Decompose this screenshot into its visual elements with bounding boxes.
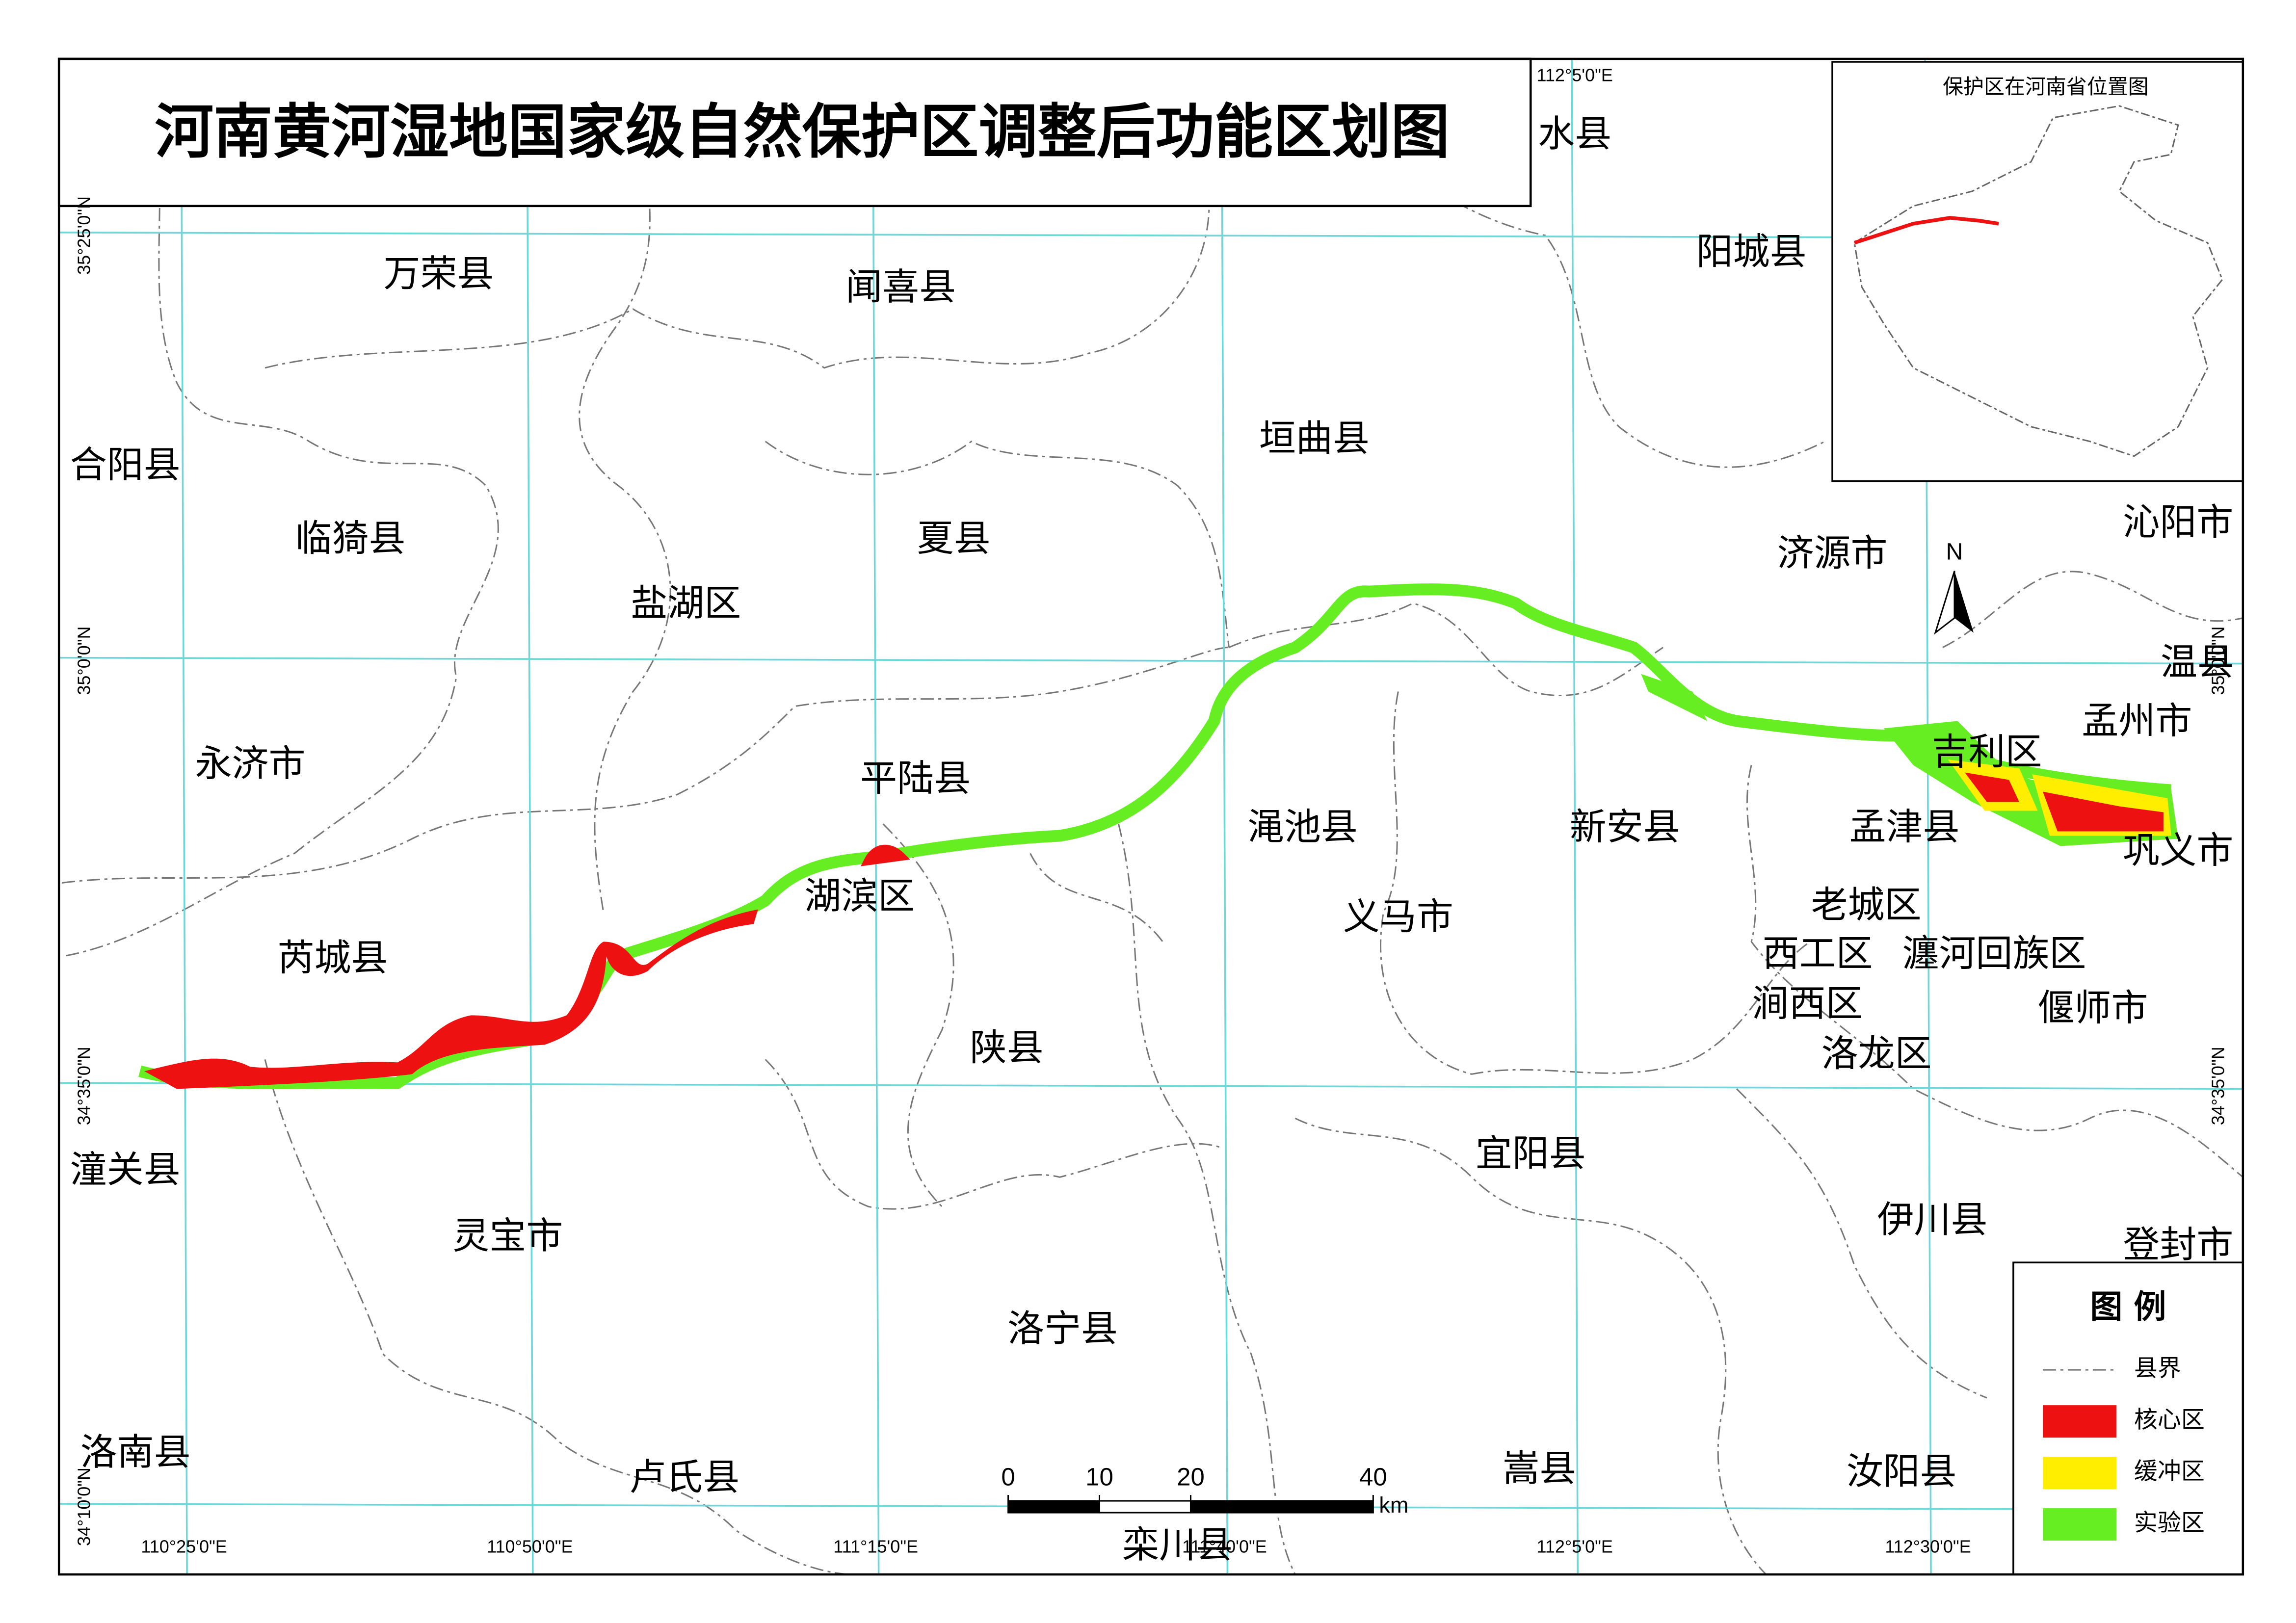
county-label: 宜阳县 [1476,1132,1586,1175]
inset-reserve [1853,216,1999,245]
grid-line [59,1082,2243,1090]
latitude-label: 35°0'0"N [2208,627,2228,695]
county-label: 伊川县 [1877,1198,1988,1241]
county-label: 温县 [2161,640,2234,683]
latitude-label: 34°35'0"N [2208,1047,2228,1125]
county-label: 万荣县 [383,252,494,295]
county-label: 老城区 [1811,883,1922,926]
longitude-label: 112°5'0"E [1537,1537,1613,1557]
longitude-label: 110°25'0"E [141,1537,227,1557]
county-label: 夏县 [917,517,991,560]
latitude-label: 35°0'0"N [74,627,94,695]
scale-label: 40 [1359,1463,1387,1491]
county-label: 义马市 [1343,895,1453,938]
experimental-zone [1641,674,1708,721]
county-label: 嵩县 [1503,1447,1576,1490]
county-label: 瀍河回族区 [1902,932,2086,975]
legend-symbol [2042,1457,2116,1490]
county-label: 巩义市 [2123,829,2233,872]
scale-segment [1189,1500,1374,1514]
county-label: 水县 [1538,112,1611,155]
reserve [138,583,2178,1089]
county-label: 济源市 [1777,531,1888,575]
county-label: 孟州市 [2082,699,2192,742]
scale-segment [1099,1500,1191,1514]
county-label: 阳城县 [1696,230,1807,273]
core-zone [144,909,758,1089]
county-label: 渑池县 [1247,805,1358,848]
county-label: 永济市 [195,742,306,785]
legend-title: 图 例 [2090,1287,2166,1326]
county-label: 孟津县 [1849,805,1960,848]
legend-label: 核心区 [2134,1406,2205,1434]
county-label: 栾川县 [1122,1523,1233,1566]
core-zone [860,844,910,866]
longitude-label: 112°30'0"E [1885,1537,1971,1557]
county-label: 湖滨区 [804,874,915,917]
scale-label: 0 [1001,1463,1015,1491]
latitude-label: 34°10'0"N [74,1467,94,1546]
north-arrow-right [1954,571,1974,633]
county-label: 陕县 [970,1026,1044,1069]
grid-line [871,58,880,1575]
legend: 图 例 县界 核心区 缓冲区 实验区 [2012,1261,2244,1575]
scale-label: 10 [1085,1463,1113,1491]
county-label: 潼关县 [70,1148,181,1191]
legend-label: 缓冲区 [2134,1458,2205,1485]
inset-title: 保护区在河南省位置图 [1943,75,2149,99]
county-label: 临猗县 [295,517,406,560]
county-label: 沁阳市 [2123,500,2233,544]
longitude-label: 111°15'0"E [833,1537,918,1557]
inset: 保护区在河南省位置图 [1831,61,2244,482]
latitude-label: 35°25'0"N [74,196,94,275]
title: 河南黄河湿地国家级自然保护区调整后功能区划图 [155,97,1450,166]
core-zone [2042,791,2164,832]
north-arrow: N [1934,539,1974,635]
county-label: 汝阳县 [1847,1450,1957,1493]
county-label: 西工区 [1763,932,1873,975]
county-label: 新安县 [1570,805,1680,848]
grid-line [1571,58,1579,1575]
grid-line [59,656,2243,665]
henan-outline [1853,105,2223,457]
county-label: 吉利区 [1932,730,2042,773]
county-label: 合阳县 [70,443,181,486]
county-label: 登封市 [2123,1223,2233,1266]
county-label: 盐湖区 [631,581,741,625]
county-label: 洛龙区 [1821,1032,1932,1075]
latitude-label: 34°35'0"N [74,1047,94,1125]
longitude-label: 110°50'0"E [487,1537,573,1557]
county-label: 洛南县 [80,1431,191,1474]
county-label: 平陆县 [860,757,971,800]
grid-line [180,58,188,1575]
map-frame [57,57,2244,1576]
legend-label: 县界 [2134,1355,2181,1382]
county-label: 涧西区 [1752,982,1863,1025]
grid-line [1220,58,1229,1575]
core-zone [1964,772,2019,802]
county-label: 洛宁县 [1007,1307,1118,1350]
county-label: 偃师市 [2037,986,2148,1029]
county-label: 卢氏县 [629,1456,739,1499]
scale-unit: km [1379,1492,1408,1518]
north-label: N [1946,539,1963,565]
longitude-label: 112°5'0"E [1537,65,1613,85]
county-label: 芮城县 [278,936,388,979]
legend-symbol [2042,1405,2116,1438]
county-label: 垣曲县 [1259,417,1370,460]
scale-segment [1007,1500,1101,1514]
graticule-labels: 110°25'0"E 110°50'0"E 111°15'0"E 111°40'0"E… [74,65,2228,1556]
legend-symbol [2042,1508,2116,1541]
legend-label: 实验区 [2134,1509,2205,1537]
grid-line [526,58,534,1575]
county-label: 灵宝市 [452,1214,563,1257]
scale-label: 20 [1177,1463,1205,1491]
county-label: 闻喜县 [845,265,956,308]
longitude-label: 111°40'0"E [1182,1537,1267,1557]
